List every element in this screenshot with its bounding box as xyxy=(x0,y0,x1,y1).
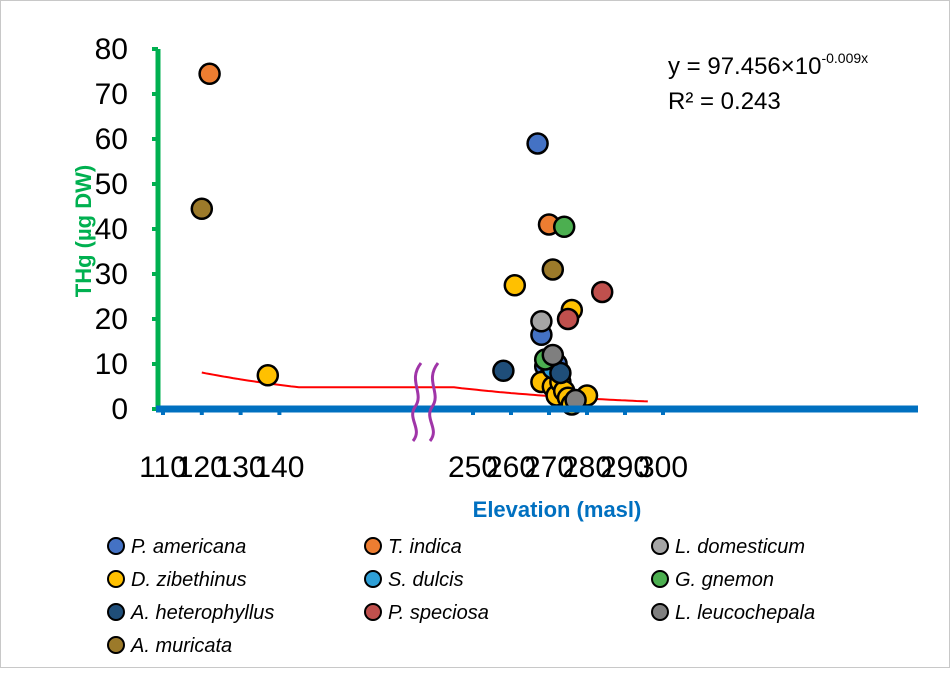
legend-marker xyxy=(651,603,669,621)
data-point xyxy=(198,62,221,86)
axis-break-squiggle xyxy=(428,362,440,442)
y-tick-label: 0 xyxy=(111,393,128,426)
legend-marker xyxy=(107,636,125,654)
series-t-indica xyxy=(198,62,561,236)
axis-break-icon xyxy=(411,362,440,442)
trend-equation: y = 97.456×10-0.009x xyxy=(668,50,868,80)
series-a-heterophyllus xyxy=(492,359,572,385)
legend-item-t-indica: T. indica xyxy=(364,536,462,558)
data-point xyxy=(541,343,565,367)
legend-item-p-americana: P. americana xyxy=(107,536,246,558)
y-tick-label: 70 xyxy=(95,78,128,111)
x-tick-label: 280 xyxy=(562,451,612,484)
legend-label: L. leucochepala xyxy=(675,602,815,624)
legend-item-a-muricata: A. muricata xyxy=(107,635,232,657)
legend-label: D. zibethinus xyxy=(131,569,247,591)
trendline xyxy=(201,371,648,403)
legend-marker xyxy=(651,570,669,588)
y-tick-label: 40 xyxy=(95,213,128,246)
series-p-speciosa xyxy=(556,280,614,331)
legend-item-l-leucochepala: L. leucochepala xyxy=(651,602,815,624)
legend-item-g-gnemon: G. gnemon xyxy=(651,569,774,591)
data-point xyxy=(503,274,527,297)
data-point xyxy=(541,258,565,281)
data-point xyxy=(556,307,580,331)
legend-label: S. dulcis xyxy=(388,569,464,591)
data-point xyxy=(256,364,280,387)
legend-marker xyxy=(107,603,125,621)
x-tick-label: 120 xyxy=(177,451,227,484)
x-axis-title: Elevation (masl) xyxy=(473,497,642,522)
x-tick-label: 130 xyxy=(216,451,266,484)
x-tick-label: 140 xyxy=(254,451,304,484)
data-point xyxy=(530,310,553,333)
x-tick-label: 110 xyxy=(139,451,187,484)
data-point xyxy=(190,197,214,221)
x-tick-label: 270 xyxy=(524,451,574,484)
legend-marker xyxy=(107,570,125,588)
legend-item-a-heterophyllus: A. heterophyllus xyxy=(107,602,274,624)
legend-label: A. heterophyllus xyxy=(130,602,274,624)
x-tick-label: 290 xyxy=(600,451,650,484)
y-tick-label: 60 xyxy=(95,123,128,156)
data-point xyxy=(492,359,515,383)
y-tick-label: 10 xyxy=(95,348,128,381)
legend-marker xyxy=(364,603,382,621)
legend-label: T. indica xyxy=(388,536,462,558)
legend-item-s-dulcis: S. dulcis xyxy=(364,569,464,591)
y-axis-title: THg (µg DW) xyxy=(71,165,96,297)
y-tick-label: 20 xyxy=(95,303,128,336)
series-l-leucochepala xyxy=(541,343,587,412)
legend-marker xyxy=(364,537,382,555)
legend-label: L. domesticum xyxy=(675,536,805,558)
data-point xyxy=(526,132,549,155)
legend-marker xyxy=(364,570,382,588)
r-squared: R² = 0.243 xyxy=(668,88,781,115)
y-tick-label: 50 xyxy=(95,168,128,201)
trend-equation-exponent: -0.009x xyxy=(821,50,868,66)
legend-label: P. speciosa xyxy=(388,602,489,624)
legend-marker xyxy=(651,537,669,555)
legend-label: A. muricata xyxy=(130,635,232,657)
trend-equation-base: y = 97.456×10 xyxy=(668,53,821,80)
legend-item-l-domesticum: L. domesticum xyxy=(651,536,805,558)
series-a-muricata xyxy=(190,197,565,281)
axis-break-squiggle xyxy=(411,362,423,442)
x-tick-label: 260 xyxy=(486,451,536,484)
y-tick-label: 80 xyxy=(95,33,128,66)
data-point xyxy=(590,280,614,304)
legend-label: P. americana xyxy=(131,536,246,558)
y-tick-label: 30 xyxy=(95,258,128,291)
legend-marker xyxy=(107,537,125,555)
legend-item-p-speciosa: P. speciosa xyxy=(364,602,489,624)
data-point xyxy=(552,215,576,239)
legend-label: G. gnemon xyxy=(675,569,774,591)
legend-item-d-zibethinus: D. zibethinus xyxy=(107,569,247,591)
x-tick-label: 300 xyxy=(638,451,688,484)
series-p-americana xyxy=(526,132,568,378)
x-tick-label: 250 xyxy=(448,451,498,484)
